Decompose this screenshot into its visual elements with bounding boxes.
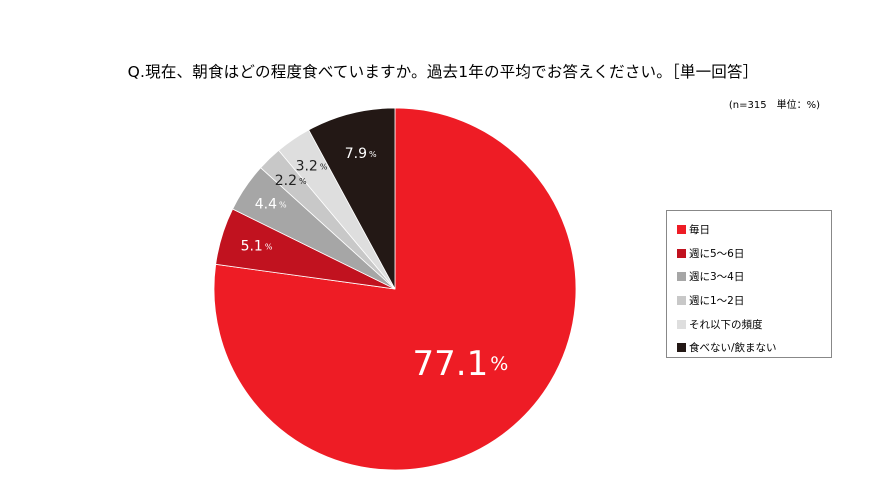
legend-item: 毎日 <box>677 218 831 242</box>
legend-item: 週に3～4日 <box>677 265 831 289</box>
legend-label: 週に3～4日 <box>689 271 745 284</box>
legend-item: 週に1～2日 <box>677 289 831 313</box>
pie-slice <box>213 107 577 471</box>
legend-swatch <box>677 343 686 353</box>
slice-value: 2.2 <box>275 173 297 189</box>
slice-value-label: 5.1% <box>241 239 273 255</box>
legend-swatch <box>677 319 686 329</box>
legend-label: 食べない/飲まない <box>689 342 777 355</box>
slice-value: 3.2 <box>296 158 318 174</box>
slice-value-label: 7.9% <box>345 146 377 162</box>
slice-labels: 77.1 %5.1 %4.4 %2.2 %3.2 %7.9% <box>241 146 509 384</box>
slice-unit: % <box>279 200 287 209</box>
slice-unit: % <box>299 176 307 185</box>
slice-value-label: 77.1% <box>413 344 509 384</box>
pie-slice <box>308 107 396 290</box>
slice-value: 77.1 <box>413 344 489 384</box>
slice-unit: % <box>490 353 508 375</box>
slice-value-label: 3.2% <box>296 158 328 174</box>
slice-unit: % <box>369 149 377 158</box>
legend-label: それ以下の頻度 <box>689 318 763 331</box>
slice-value: 7.9 <box>345 146 367 162</box>
legend-item: 食べない/飲まない <box>677 336 831 360</box>
legend-swatch <box>677 225 686 235</box>
slice-value-label: 4.4% <box>255 197 287 213</box>
slice-value-label: 2.2% <box>275 173 307 189</box>
slice-value: 4.4 <box>255 197 277 213</box>
legend: 毎日週に5～6日 週に3～4日 週に1～2日それ以下の頻度食べない/飲まない <box>666 210 832 358</box>
slice-value: 5.1 <box>241 239 263 255</box>
legend-swatch <box>677 272 686 282</box>
legend-label: 週に1～2日 <box>689 295 745 308</box>
slice-unit: % <box>320 162 328 171</box>
legend-swatch <box>677 296 686 306</box>
pie-slices <box>213 107 577 471</box>
legend-item: それ以下の頻度 <box>677 312 831 336</box>
legend-label: 週に5～6日 <box>689 247 745 260</box>
legend-swatch <box>677 248 686 258</box>
legend-label: 毎日 <box>689 224 710 237</box>
chart-subtitle: (n=315 単位：%) <box>728 100 820 111</box>
chart-title: Q.現在、朝食はどの程度食べていますか。過去1年の平均でお答えください。［単一回… <box>127 63 759 81</box>
legend-item: 週に5～6日 <box>677 242 831 266</box>
slice-unit: % <box>265 242 273 251</box>
